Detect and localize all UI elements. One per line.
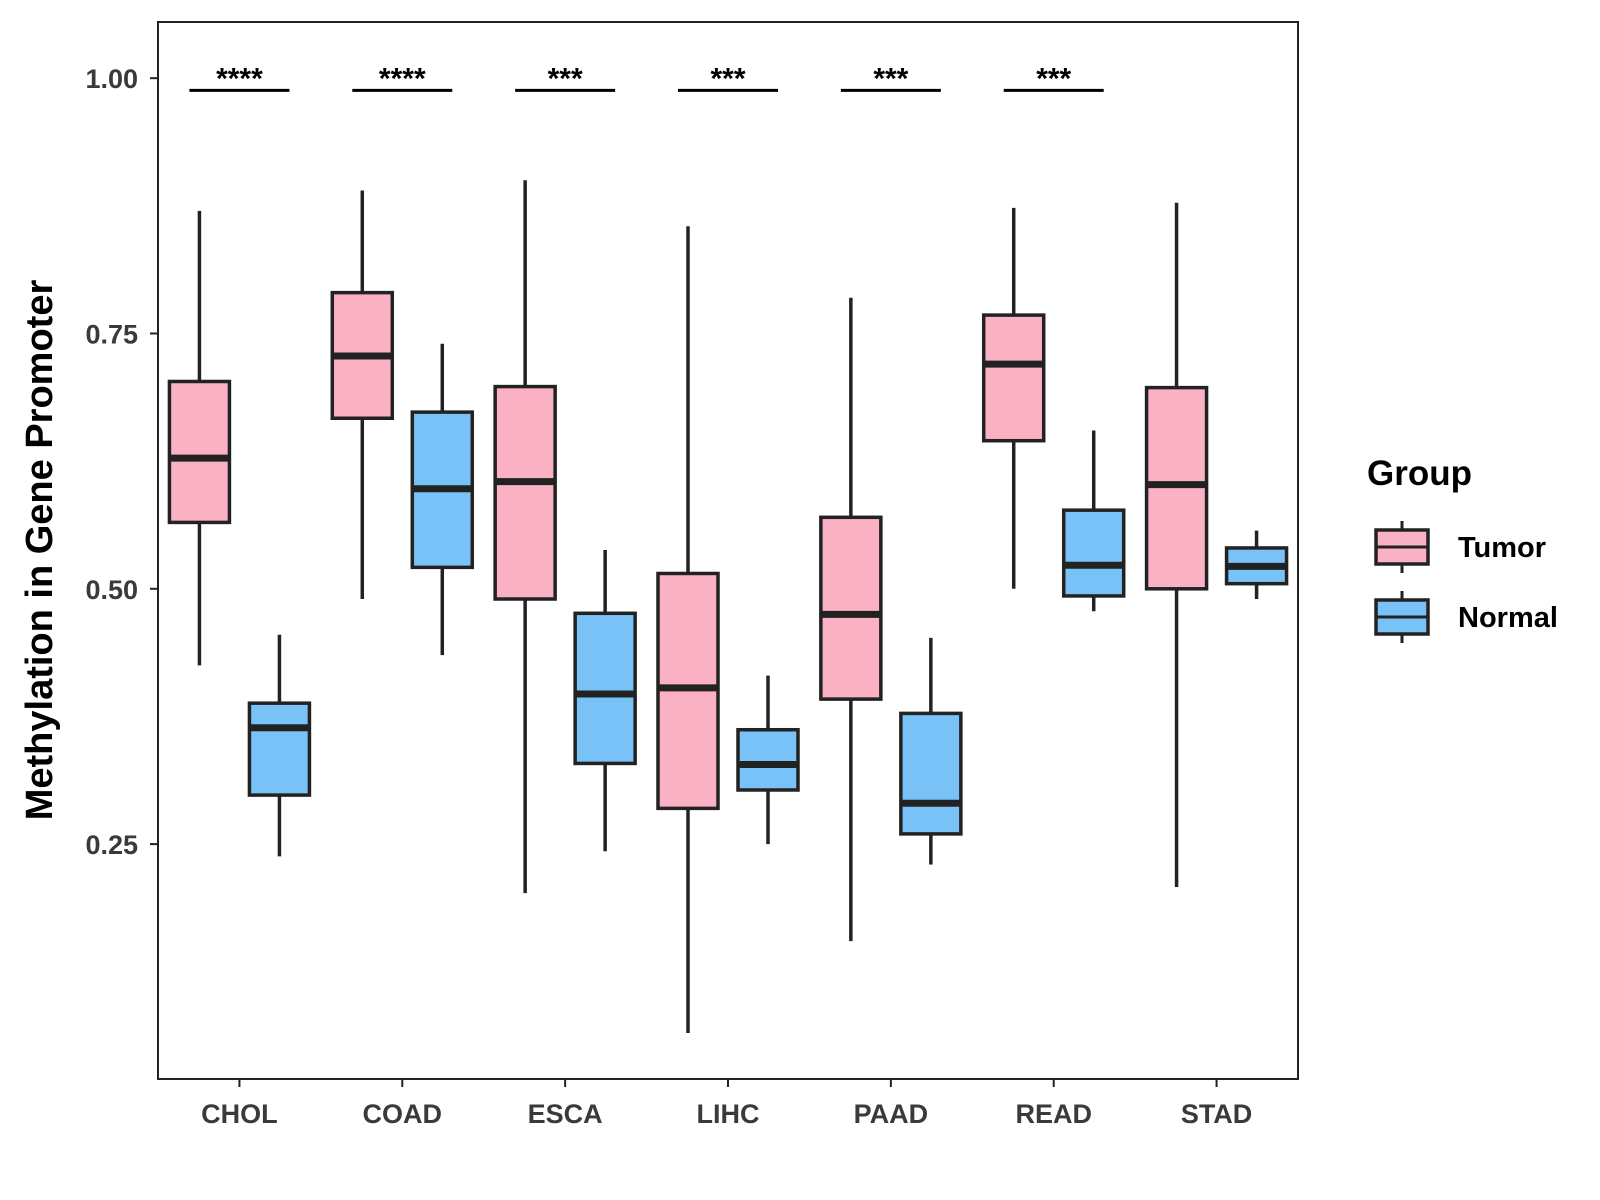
box-body [1061, 508, 1126, 598]
significance-label: *** [548, 62, 583, 95]
y-axis-title: Methylation in Gene Promoter [19, 280, 61, 821]
box-normal-paad [899, 637, 963, 865]
legend: Group Tumor Normal [1367, 454, 1558, 643]
legend-item-tumor: Tumor [1374, 521, 1546, 573]
significance-label: *** [1036, 62, 1071, 95]
x-axis: CHOL COAD ESCA LIHC PAAD READ STAD [201, 1079, 1252, 1129]
box-body [167, 379, 232, 525]
box-tumor-read [981, 207, 1046, 589]
legend-title: Group [1367, 454, 1472, 493]
box-tumor-paad [819, 297, 883, 942]
significance-label: *** [873, 62, 908, 95]
y-axis: 0.25 0.50 0.75 1.00 [85, 64, 158, 860]
x-tick-label: READ [1015, 1099, 1092, 1129]
x-tick-label: LIHC [697, 1099, 760, 1129]
box-tumor-stad [1144, 202, 1209, 888]
box-body [247, 701, 312, 797]
box-body [493, 384, 557, 601]
box-layer [167, 180, 1289, 1034]
x-tick-label: ESCA [528, 1099, 603, 1129]
box-tumor-chol [167, 210, 232, 666]
box-body [981, 313, 1046, 443]
legend-label: Tumor [1458, 532, 1546, 564]
significance-label: **** [379, 62, 426, 95]
box-normal-stad [1224, 530, 1289, 600]
box-tumor-lihc [656, 226, 720, 1034]
box-body [819, 515, 883, 701]
y-tick-label: 0.25 [85, 830, 138, 860]
box-normal-esca [573, 549, 637, 852]
box-normal-coad [410, 343, 475, 656]
box-normal-chol [247, 634, 312, 857]
box-body [1144, 385, 1209, 591]
box-tumor-coad [330, 190, 395, 600]
significance-layer: **** **** *** *** *** *** [189, 62, 1104, 95]
y-tick-label: 1.00 [85, 64, 138, 94]
legend-label: Normal [1458, 602, 1558, 634]
x-tick-label: STAD [1181, 1099, 1253, 1129]
y-tick-label: 0.75 [85, 319, 138, 349]
legend-item-normal: Normal [1374, 591, 1558, 643]
x-tick-label: PAAD [854, 1099, 929, 1129]
y-tick-label: 0.50 [85, 575, 138, 605]
box-body [899, 711, 963, 836]
box-normal-read [1061, 430, 1126, 612]
box-body [573, 611, 637, 766]
box-normal-lihc [736, 675, 800, 845]
significance-label: **** [216, 62, 263, 95]
box-body [736, 727, 800, 792]
significance-label: *** [710, 62, 745, 95]
x-tick-label: CHOL [201, 1099, 278, 1129]
plot-panel [157, 21, 1299, 1080]
x-tick-label: COAD [363, 1099, 443, 1129]
box-tumor-esca [493, 180, 557, 894]
